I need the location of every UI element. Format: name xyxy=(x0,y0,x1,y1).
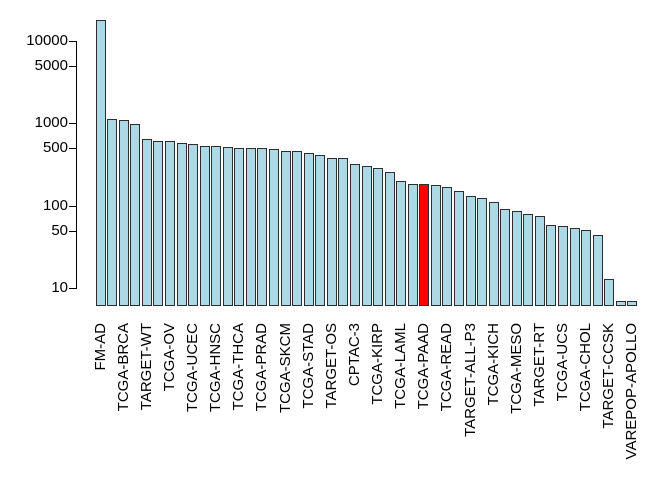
y-tick-label: 100 xyxy=(42,196,68,214)
bar xyxy=(477,198,488,306)
x-axis-label: TCGA-THCA xyxy=(230,323,248,411)
bar xyxy=(546,225,557,306)
bar xyxy=(153,140,164,306)
y-tick xyxy=(69,230,76,232)
bar xyxy=(465,196,476,306)
bar xyxy=(315,155,326,306)
y-tick-label: 5000 xyxy=(34,56,68,74)
bar xyxy=(165,141,175,306)
x-axis-label: TCGA-UCS xyxy=(554,323,571,402)
bar xyxy=(338,158,349,306)
bar xyxy=(199,145,210,306)
x-axis-label: VAREPOP-APOLLO xyxy=(623,323,641,460)
x-axis-label: TCGA-PRAD xyxy=(253,323,271,412)
x-axis-label: TCGA-OV xyxy=(161,323,178,392)
bar xyxy=(627,301,638,306)
bar xyxy=(130,123,141,306)
x-axis-label: TCGA-HNSC xyxy=(207,323,225,413)
bar xyxy=(523,213,534,306)
y-tick-label: 50 xyxy=(51,221,68,239)
x-axis-label: TCGA-MESO xyxy=(507,323,525,414)
y-tick-label: 500 xyxy=(42,139,68,157)
bar xyxy=(245,148,256,306)
x-axis-label: TCGA-LAML xyxy=(392,323,410,409)
x-axis-label: CPTAC-3 xyxy=(345,323,363,387)
x-axis-label: TCGA-STAD xyxy=(299,323,317,409)
bar xyxy=(558,226,568,306)
bar xyxy=(141,138,152,306)
bar xyxy=(188,144,199,306)
x-axis-label: TCGA-SKCM xyxy=(276,323,294,413)
y-tick-label: 1000 xyxy=(34,114,68,132)
y-tick xyxy=(69,41,76,42)
highlighted-bar xyxy=(419,183,430,306)
bar xyxy=(349,164,360,306)
bar xyxy=(280,150,291,306)
bar xyxy=(534,216,545,306)
y-tick xyxy=(69,148,76,150)
bar xyxy=(442,186,453,306)
x-axis-label: TCGA-UCEC xyxy=(184,323,202,413)
x-axis-label: TCGA-KIRP xyxy=(369,323,386,405)
y-tick xyxy=(69,288,76,290)
y-tick xyxy=(69,205,76,207)
bar xyxy=(211,146,222,306)
bar xyxy=(222,147,233,306)
bar xyxy=(454,191,464,306)
x-axis-label: TCGA-KICH xyxy=(484,323,502,406)
bar xyxy=(326,157,337,306)
bar xyxy=(407,183,418,306)
bar xyxy=(292,151,303,306)
bar xyxy=(257,148,268,306)
bar xyxy=(500,208,511,306)
bar xyxy=(269,149,279,306)
x-axis-label: TCGA-CHOL xyxy=(577,323,595,412)
bar xyxy=(604,278,615,306)
bar xyxy=(396,181,407,306)
x-axis-label: TARGET-ALL-P3 xyxy=(461,323,479,437)
x-axis-label: TCGA-BRCA xyxy=(114,323,132,412)
bar xyxy=(569,227,580,306)
bar xyxy=(581,230,592,306)
y-tick-label: 10 xyxy=(51,279,68,297)
bar xyxy=(234,147,245,306)
y-tick xyxy=(69,123,76,125)
x-axis-label: TARGET-OS xyxy=(322,323,340,409)
bar xyxy=(118,120,129,306)
bar xyxy=(430,185,441,306)
bar xyxy=(511,210,522,306)
bar xyxy=(592,234,603,306)
x-axis-label: TCGA-READ xyxy=(438,323,456,412)
x-axis-label: TARGET-CCSK xyxy=(600,323,618,429)
bar xyxy=(176,142,187,306)
bar xyxy=(373,167,383,306)
x-axis-label: TARGET-WT xyxy=(137,323,155,411)
bar xyxy=(615,301,626,306)
x-axis-label: FM-AD xyxy=(91,323,109,371)
y-tick-label: 10000 xyxy=(26,32,68,49)
bar xyxy=(107,119,118,306)
bar xyxy=(95,20,106,306)
bar xyxy=(384,171,395,306)
x-axis-label: TCGA-PAAD xyxy=(415,323,433,410)
y-axis-line xyxy=(76,41,77,290)
bar xyxy=(361,165,372,306)
bar xyxy=(303,152,314,306)
bar xyxy=(488,201,499,306)
x-axis-label: TARGET-RT xyxy=(530,323,548,407)
y-tick xyxy=(69,65,76,67)
